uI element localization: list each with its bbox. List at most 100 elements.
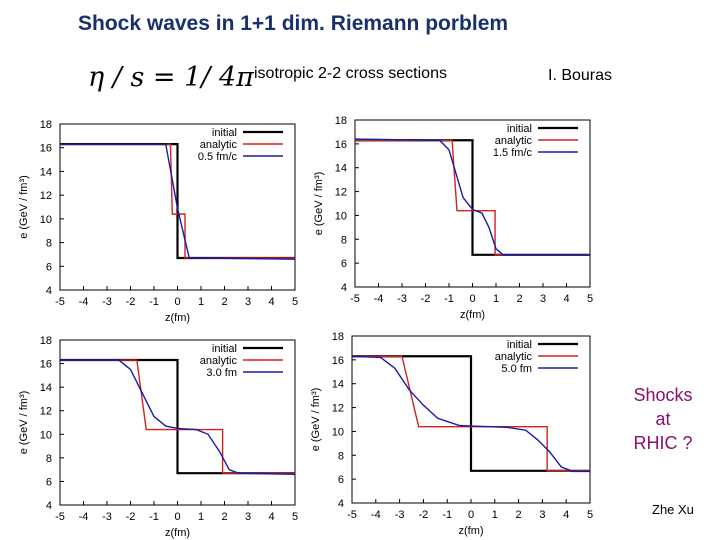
y-tick-label: 6 — [46, 476, 52, 488]
x-tick-label: -3 — [395, 509, 405, 521]
y-tick-label: 14 — [40, 382, 52, 394]
slide-title: Shock waves in 1+1 dim. Riemann porblem — [78, 12, 509, 35]
legend-label: 5.0 fm — [501, 363, 532, 375]
x-tick-label: -2 — [421, 293, 431, 305]
x-tick-label: 2 — [516, 509, 522, 521]
x-tick-label: -1 — [442, 509, 452, 521]
y-tick-label: 10 — [40, 429, 52, 441]
y-tick-label: 18 — [335, 115, 347, 127]
x-tick-label: 4 — [563, 293, 569, 305]
y-tick-label: 4 — [341, 282, 347, 294]
y-axis-label: e (GeV / fm³) — [18, 391, 30, 455]
y-tick-label: 10 — [40, 214, 52, 226]
viscosity-formula: η / s = 1/ 4π — [88, 62, 254, 93]
side-note: Shocks at RHIC ? — [620, 383, 706, 455]
legend-label: analytic — [495, 351, 533, 363]
series-analytic — [60, 359, 295, 474]
x-tick-label: -3 — [102, 296, 112, 308]
x-tick-label: 1 — [493, 293, 499, 305]
y-axis-label: e (GeV / fm³) — [313, 172, 325, 236]
y-tick-label: 14 — [40, 166, 52, 178]
y-tick-label: 10 — [332, 426, 344, 438]
y-tick-label: 8 — [341, 234, 347, 246]
y-tick-label: 18 — [40, 119, 52, 131]
credit: Zhe Xu — [652, 502, 694, 517]
y-tick-label: 8 — [338, 450, 344, 462]
legend-label: analytic — [200, 355, 238, 367]
subtitle: isotropic 2-2 cross sections — [254, 65, 447, 82]
x-tick-label: 3 — [245, 296, 251, 308]
x-tick-label: -4 — [79, 296, 89, 308]
series-initial — [352, 355, 590, 472]
series-initial — [60, 358, 295, 475]
y-tick-label: 12 — [40, 190, 52, 202]
x-tick-label: -4 — [374, 293, 384, 305]
x-tick-label: -5 — [350, 293, 360, 305]
x-tick-label: 0 — [174, 511, 180, 523]
y-tick-label: 4 — [338, 498, 344, 510]
legend-label: initial — [507, 123, 532, 135]
y-tick-label: 4 — [46, 500, 52, 512]
x-tick-label: -5 — [55, 296, 65, 308]
legend-label: 0.5 fm/c — [198, 151, 238, 163]
x-tick-label: -2 — [126, 511, 136, 523]
y-tick-label: 4 — [46, 285, 52, 297]
legend-label: initial — [212, 343, 237, 355]
x-tick-label: 0 — [469, 293, 475, 305]
series-initial — [355, 139, 590, 256]
x-tick-label: 4 — [268, 296, 274, 308]
x-tick-label: 1 — [198, 511, 204, 523]
x-tick-label: 4 — [563, 509, 569, 521]
x-tick-label: 5 — [292, 511, 298, 523]
y-axis-label: e (GeV / fm³) — [18, 175, 30, 239]
side-note-line: Shocks — [633, 385, 693, 405]
y-tick-label: 16 — [40, 359, 52, 371]
x-tick-label: -5 — [347, 509, 357, 521]
x-tick-label: 1 — [492, 509, 498, 521]
x-tick-label: -5 — [55, 511, 65, 523]
legend-label: 1.5 fm/c — [493, 147, 533, 159]
x-tick-label: 4 — [268, 511, 274, 523]
x-tick-label: 0 — [468, 509, 474, 521]
x-tick-label: 3 — [539, 509, 545, 521]
x-axis-label: z(fm) — [458, 525, 483, 537]
x-tick-label: 5 — [292, 296, 298, 308]
y-tick-label: 6 — [338, 474, 344, 486]
y-axis-label: e (GeV / fm³) — [310, 388, 322, 452]
x-tick-label: 5 — [587, 293, 593, 305]
y-tick-label: 16 — [40, 143, 52, 155]
y-tick-label: 18 — [40, 335, 52, 347]
x-tick-label: -2 — [419, 509, 429, 521]
y-tick-label: 16 — [332, 355, 344, 367]
x-axis-label: z(fm) — [460, 309, 485, 321]
x-tick-label: 0 — [174, 296, 180, 308]
author: I. Bouras — [548, 67, 613, 84]
x-tick-label: 1 — [198, 296, 204, 308]
series-0-5-fm-c — [60, 143, 296, 260]
x-tick-label: 2 — [221, 296, 227, 308]
y-tick-label: 12 — [335, 187, 347, 199]
y-tick-label: 14 — [332, 379, 344, 391]
y-tick-label: 10 — [335, 210, 347, 222]
series-5-0-fm — [351, 355, 590, 473]
x-tick-label: 2 — [516, 293, 522, 305]
x-tick-label: -3 — [102, 511, 112, 523]
x-tick-label: -2 — [126, 296, 136, 308]
y-tick-label: 14 — [335, 163, 347, 175]
x-tick-label: -4 — [79, 511, 89, 523]
x-tick-label: -1 — [149, 296, 159, 308]
legend-label: initial — [507, 339, 532, 351]
y-tick-label: 6 — [341, 258, 347, 270]
legend-label: initial — [212, 127, 237, 139]
x-axis-label: z(fm) — [165, 527, 190, 539]
y-tick-label: 18 — [332, 331, 344, 343]
series-1-5-fm-c — [354, 138, 590, 256]
x-tick-label: 3 — [540, 293, 546, 305]
legend-label: analytic — [495, 135, 533, 147]
y-tick-label: 12 — [332, 403, 344, 415]
y-tick-label: 16 — [335, 139, 347, 151]
